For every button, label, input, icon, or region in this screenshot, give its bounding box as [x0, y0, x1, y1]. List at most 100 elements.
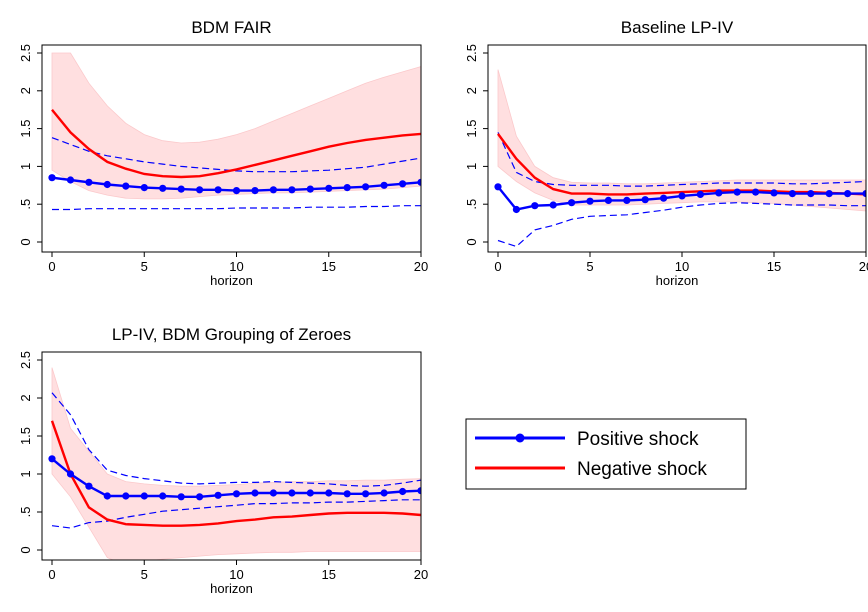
- plot-frame: [487, 44, 867, 253]
- positive-shock-point: [770, 189, 778, 197]
- x-tick-label: 10: [675, 259, 689, 274]
- positive-shock-band-lower: [497, 202, 866, 248]
- x-tick-label: 0: [48, 567, 55, 582]
- y-tick-label: 1: [464, 163, 479, 170]
- positive-shock-point: [604, 196, 613, 204]
- positive-shock-point: [140, 184, 148, 192]
- chart-panel-3: 0 .5 1 1.5 2 2.5 0 5 10 15 20 horizon LP-IV, BDM Gro…: [18, 325, 428, 596]
- positive-shock-point: [214, 491, 222, 499]
- positive-shock-point: [85, 482, 93, 490]
- positive-shock-point: [568, 199, 576, 207]
- positive-shock-point: [196, 186, 204, 194]
- positive-shock-points: [494, 183, 866, 214]
- positive-shock-point: [325, 184, 333, 192]
- positive-shock-point: [343, 490, 351, 498]
- positive-shock-point: [715, 189, 723, 197]
- positive-shock-point: [122, 182, 130, 190]
- x-axis-title: horizon: [210, 273, 253, 288]
- negative-shock-band: [51, 52, 421, 200]
- y-tick-label: 1: [18, 163, 33, 170]
- positive-shock-band-upper: [497, 132, 866, 187]
- positive-shock-point: [85, 178, 93, 186]
- positive-shock-point: [862, 190, 866, 198]
- panel-title: LP-IV, BDM Grouping of Zeroes: [112, 325, 351, 344]
- x-tick-label: 15: [767, 259, 781, 274]
- plot-frame: [41, 44, 422, 253]
- y-tick-label: 2: [18, 394, 33, 401]
- positive-shock-point: [232, 490, 241, 498]
- positive-shock-point: [586, 197, 594, 205]
- positive-shock-point: [362, 183, 370, 191]
- positive-shock-band-lower: [51, 499, 421, 529]
- positive-shock-point: [512, 205, 521, 214]
- positive-shock-point: [696, 190, 705, 198]
- positive-shock-point: [140, 492, 148, 500]
- positive-shock-point: [251, 187, 259, 195]
- legend-label: Negative shock: [577, 459, 707, 480]
- x-tick-label: 15: [322, 567, 336, 582]
- positive-shock-point: [232, 187, 241, 195]
- positive-shock-band-lower: [52, 205, 421, 211]
- x-axis-title: horizon: [656, 273, 699, 288]
- positive-shock-points: [48, 174, 421, 195]
- positive-shock-point: [844, 190, 852, 198]
- legend-item: Positive shock: [475, 429, 699, 450]
- y-tick-label: 2: [464, 87, 479, 94]
- negative-shock-band: [51, 367, 421, 560]
- positive-shock-point: [660, 194, 668, 202]
- positive-shock-point: [306, 185, 314, 193]
- y-tick-label: 2: [18, 87, 33, 94]
- positive-shock-point: [214, 186, 222, 194]
- chart-panel-1: 0 .5 1 1.5 2 2.5 0 5 10 15 20 horizon BDM FAIR: [18, 18, 428, 288]
- positive-shock-point: [269, 489, 277, 497]
- positive-shock-point: [159, 184, 167, 192]
- plot-frame: [41, 351, 422, 561]
- positive-shock-point: [269, 186, 277, 194]
- y-tick-label: 1.5: [18, 120, 33, 138]
- x-tick-label: 0: [48, 259, 55, 274]
- y-tick-label: 1: [18, 470, 33, 477]
- positive-shock-point: [788, 190, 797, 198]
- positive-shock-point: [549, 201, 557, 209]
- positive-shock-point: [807, 190, 815, 198]
- positive-shock-point: [825, 190, 833, 198]
- chart-panel-2: 0 .5 1 1.5 2 2.5 0 5 10 15 20 horizon Baseline LP-IV: [464, 18, 868, 288]
- positive-shock-point: [531, 202, 539, 210]
- legend-label: Positive shock: [577, 429, 699, 450]
- x-tick-label: 10: [229, 259, 243, 274]
- positive-shock-point: [417, 487, 421, 495]
- x-axis-title: horizon: [210, 581, 253, 596]
- positive-shock-point: [251, 489, 259, 497]
- x-tick-label: 20: [414, 259, 428, 274]
- y-tick-label: 2.5: [464, 44, 479, 62]
- x-tick-label: 15: [322, 259, 336, 274]
- y-tick-label: 1.5: [464, 120, 479, 138]
- positive-shock-band-upper: [51, 137, 421, 173]
- positive-shock-point: [103, 492, 111, 500]
- x-tick-label: 0: [494, 259, 501, 274]
- x-tick-label: 20: [414, 567, 428, 582]
- positive-shock-band-upper: [51, 392, 421, 487]
- positive-shock-point: [122, 492, 130, 500]
- positive-shock-point: [325, 489, 333, 497]
- panel-title: Baseline LP-IV: [621, 18, 734, 37]
- y-tick-label: .5: [18, 199, 33, 210]
- positive-shock-point: [399, 180, 407, 188]
- negative-shock-line: [50, 420, 421, 527]
- positive-shock-point: [306, 489, 314, 497]
- positive-shock-point: [288, 186, 296, 194]
- positive-shock-point: [623, 196, 631, 204]
- x-tick-label: 5: [141, 567, 148, 582]
- legend-item: Negative shock: [475, 459, 707, 480]
- y-tick-label: 2.5: [18, 351, 33, 369]
- y-tick-label: 0: [464, 238, 479, 245]
- positive-shock-point: [177, 185, 185, 193]
- positive-shock-point: [733, 188, 741, 196]
- positive-shock-point: [362, 490, 370, 498]
- positive-shock-point: [380, 181, 388, 189]
- y-tick-label: 2.5: [18, 44, 33, 62]
- x-tick-label: 5: [141, 259, 148, 274]
- negative-shock-line: [51, 108, 421, 179]
- negative-shock-line: [497, 133, 866, 196]
